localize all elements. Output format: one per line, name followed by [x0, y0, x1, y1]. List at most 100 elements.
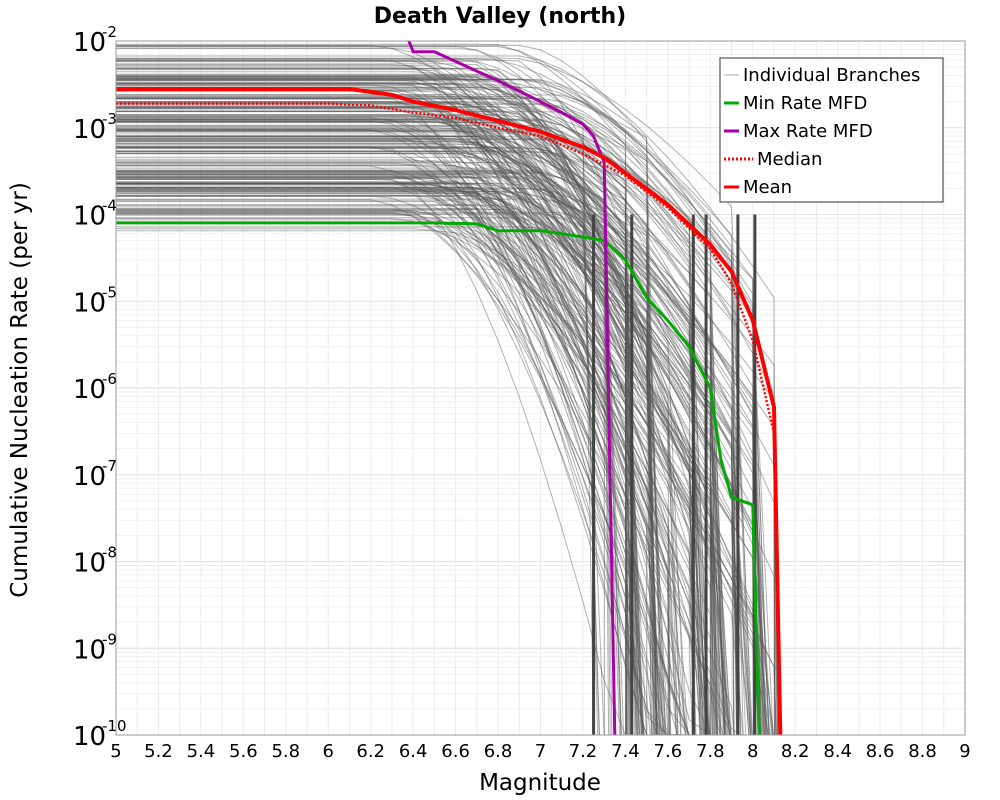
x-tick-label: 7 — [535, 741, 546, 762]
branch-line — [116, 77, 718, 736]
branch-line — [116, 169, 755, 736]
x-tick-label: 8.2 — [781, 741, 810, 762]
series-mean — [116, 87, 783, 736]
branch-line — [116, 148, 725, 736]
y-tick-exponent: -4 — [102, 197, 117, 215]
branch-line — [116, 118, 636, 736]
branch-line — [116, 160, 763, 736]
x-tick-label: 6.2 — [356, 741, 385, 762]
branch-line — [116, 73, 644, 736]
x-tick-label: 5 — [110, 741, 121, 762]
branch-line — [116, 135, 601, 736]
branch-line — [116, 176, 775, 736]
branch-line — [116, 136, 713, 736]
branch-line — [116, 176, 713, 736]
branch-line — [116, 47, 734, 736]
branch-line — [116, 132, 726, 736]
branch-line — [116, 174, 752, 736]
branch-line — [116, 213, 631, 736]
branch-line — [116, 179, 702, 736]
branch-line — [116, 190, 697, 736]
branch-line — [116, 130, 757, 736]
branch-line — [116, 204, 660, 736]
branch-line — [116, 136, 710, 736]
y-tick-label: 10-10 — [73, 717, 127, 752]
branch-line — [116, 139, 756, 736]
branch-line — [116, 105, 639, 736]
branch-line — [116, 208, 732, 736]
branch-line — [116, 146, 741, 736]
branch-line — [116, 105, 694, 736]
y-tick-label: 10-6 — [73, 370, 117, 405]
series-max-rate-mfd — [407, 40, 617, 736]
branch-line — [116, 45, 718, 736]
branch-line — [116, 230, 709, 736]
branch-line — [116, 78, 767, 736]
branch-line — [116, 189, 627, 736]
branch-line — [116, 103, 693, 736]
branch-line — [116, 137, 658, 736]
branch-line — [116, 65, 655, 736]
legend-label: Max Rate MFD — [743, 121, 873, 142]
branch-line — [116, 191, 631, 736]
branch-line — [116, 140, 770, 736]
branch-line — [116, 190, 761, 736]
branch-line — [116, 211, 747, 736]
series-lines — [116, 40, 783, 736]
branch-line — [116, 194, 643, 736]
branch-line — [116, 175, 767, 736]
branch-line — [116, 136, 659, 736]
y-tick-label: 10-4 — [73, 197, 117, 232]
y-tick-base: 10 — [73, 549, 106, 579]
x-tick-label: 7.2 — [569, 741, 598, 762]
branch-line — [116, 118, 707, 736]
branch-line — [116, 85, 707, 736]
branch-line — [116, 183, 727, 736]
branch-line — [116, 147, 627, 736]
x-tick-label: 8 — [747, 741, 758, 762]
branch-line — [116, 195, 768, 736]
branch-line — [116, 162, 714, 736]
branch-line — [116, 146, 735, 736]
branch-line — [116, 188, 722, 736]
branch-line — [116, 118, 732, 736]
y-tick-labels: 10-210-310-410-510-610-710-810-910-10 — [73, 23, 127, 752]
branch-line — [116, 67, 660, 736]
branch-line — [116, 106, 779, 736]
branch-line — [116, 82, 696, 736]
branch-line — [116, 172, 725, 736]
branch-line — [116, 43, 711, 736]
y-tick-base: 10 — [73, 115, 106, 145]
y-tick-base: 10 — [73, 722, 106, 752]
branch-line — [116, 163, 727, 736]
chart-title: Death Valley (north) — [374, 4, 626, 29]
x-tick-label: 5.4 — [187, 741, 216, 762]
branch-line — [116, 191, 666, 736]
branch-line — [116, 187, 711, 736]
x-tick-label: 5.2 — [144, 741, 173, 762]
branch-line — [116, 156, 640, 736]
branch-line — [116, 210, 645, 736]
branch-line — [116, 138, 741, 736]
branch-line — [116, 183, 701, 736]
branch-line — [116, 141, 613, 736]
branch-line — [116, 162, 600, 736]
branch-line — [116, 150, 663, 736]
branch-line — [116, 128, 711, 736]
individual-branches — [116, 43, 779, 736]
branch-line — [116, 97, 630, 736]
branch-line — [116, 167, 648, 736]
branch-line — [116, 210, 654, 736]
branch-line — [116, 121, 644, 736]
branch-line — [116, 140, 621, 736]
y-axis-label: Cumulative Nucleation Rate (per yr) — [7, 182, 33, 598]
branch-line — [116, 182, 638, 736]
branch-line — [116, 217, 777, 736]
branch-line — [116, 45, 730, 736]
branch-line — [116, 135, 645, 736]
series-median — [116, 102, 782, 736]
branch-line — [116, 204, 738, 736]
y-tick-label: 10-9 — [73, 630, 117, 665]
x-tick-label: 7.8 — [696, 741, 725, 762]
branch-line — [116, 200, 665, 736]
